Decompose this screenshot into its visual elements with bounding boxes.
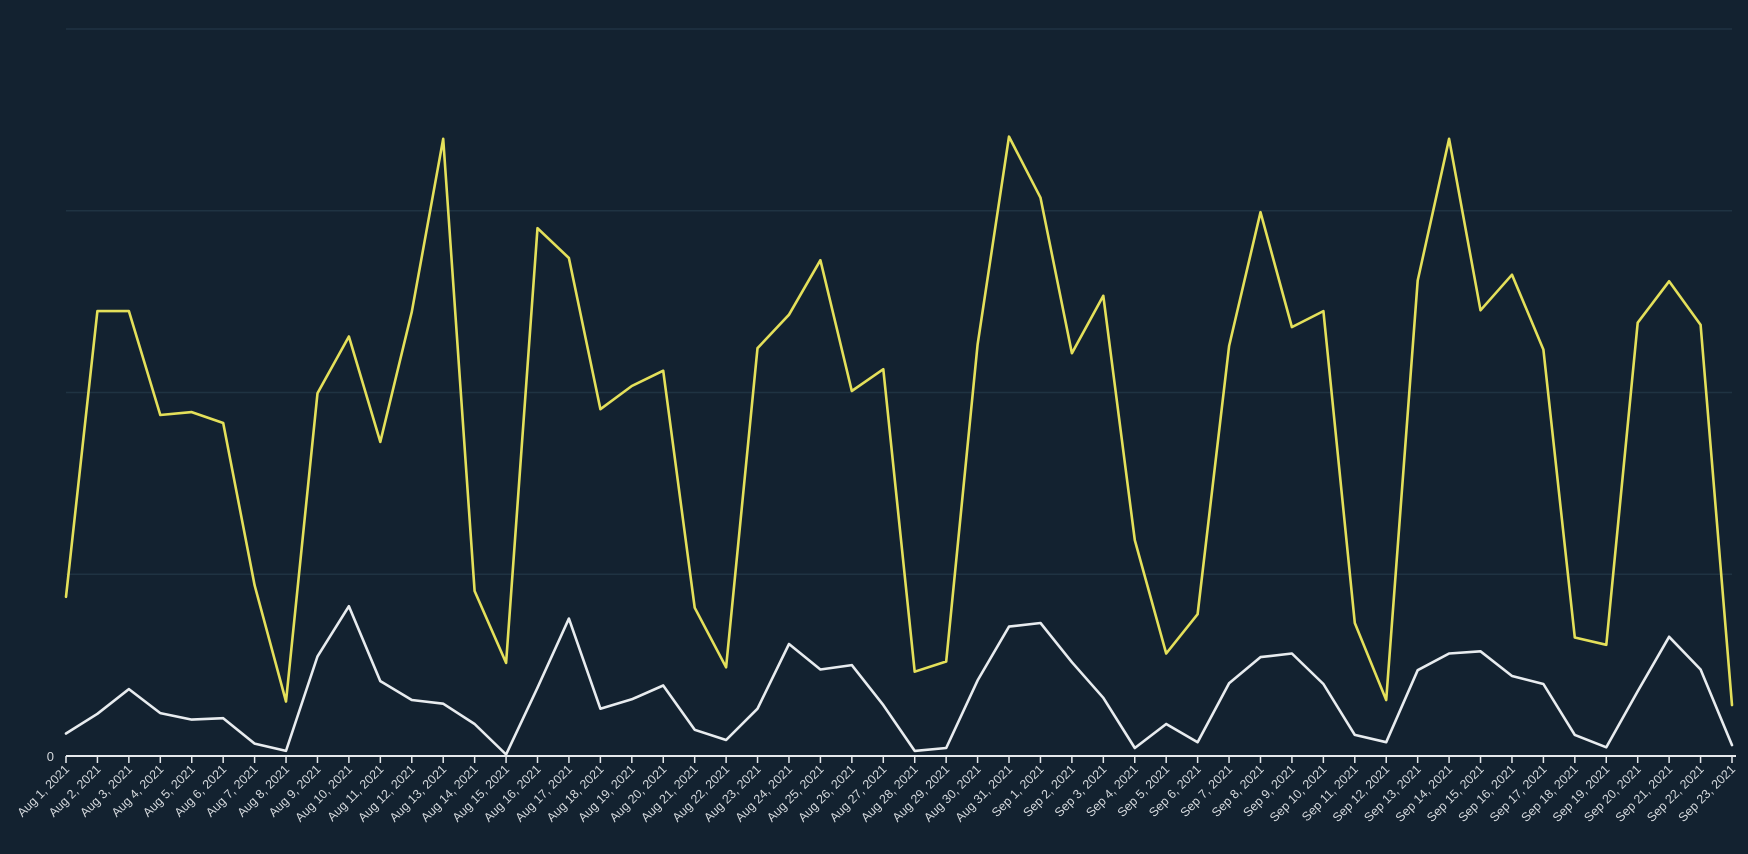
y-tick-label: 0 (47, 749, 54, 764)
series-line-1 (64, 135, 1734, 707)
series-line-2 (64, 604, 1734, 756)
